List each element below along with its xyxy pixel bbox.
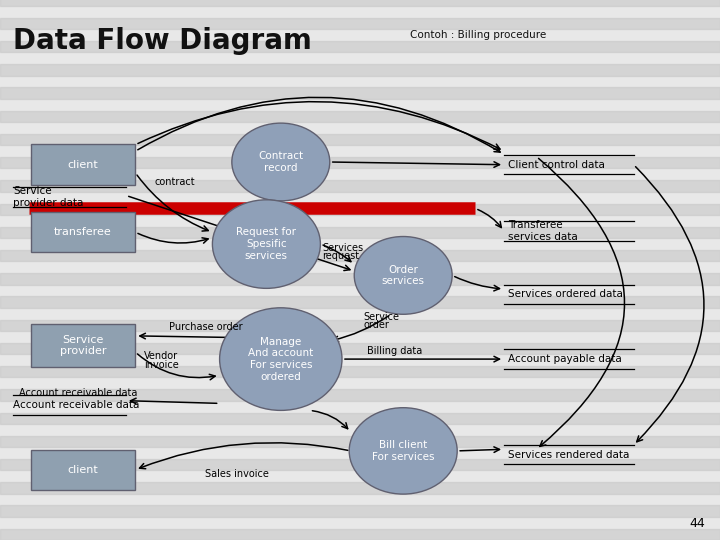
Bar [0, 482, 720, 494]
Bar [0, 459, 720, 470]
Bar [0, 273, 720, 285]
Bar [0, 87, 720, 99]
Bar [0, 41, 720, 52]
Text: order: order [364, 320, 390, 330]
Text: Services ordered data: Services ordered data [508, 289, 623, 299]
FancyBboxPatch shape [31, 145, 135, 185]
Text: Data Flow Diagram: Data Flow Diagram [13, 27, 312, 55]
Bar [0, 366, 720, 377]
Text: Service
provider data: Service provider data [13, 186, 84, 208]
Text: contract: contract [155, 177, 195, 187]
Text: Manage
And account
For services
ordered: Manage And account For services ordered [248, 337, 313, 381]
Text: Sales invoice: Sales invoice [205, 469, 269, 479]
Bar [0, 389, 720, 401]
Text: Services: Services [323, 243, 364, 253]
Bar [0, 157, 720, 168]
Text: client: client [68, 160, 98, 170]
Ellipse shape [232, 123, 330, 201]
Bar [0, 505, 720, 517]
Bar [0, 64, 720, 76]
Bar [0, 180, 720, 192]
Bar [0, 134, 720, 145]
Bar [0, 18, 720, 29]
FancyBboxPatch shape [31, 324, 135, 367]
Bar [0, 529, 720, 540]
Ellipse shape [354, 237, 452, 314]
Text: Order
services: Order services [382, 265, 425, 286]
Ellipse shape [212, 200, 320, 288]
Ellipse shape [220, 308, 342, 410]
Ellipse shape [349, 408, 457, 494]
Bar [0, 343, 720, 354]
Bar [0, 204, 720, 215]
Text: Account receivable data: Account receivable data [13, 400, 140, 410]
Bar [0, 413, 720, 424]
Text: Services rendered data: Services rendered data [508, 450, 629, 460]
FancyBboxPatch shape [31, 449, 135, 490]
Text: invoice: invoice [144, 360, 179, 370]
FancyBboxPatch shape [31, 212, 135, 252]
Bar [0, 250, 720, 261]
Text: 44: 44 [690, 517, 706, 530]
Text: Request for
Spesific
services: Request for Spesific services [236, 227, 297, 261]
Text: Account receivable data: Account receivable data [19, 388, 137, 399]
Bar [0, 296, 720, 308]
Text: Billing data: Billing data [367, 346, 423, 356]
Bar [0, 111, 720, 122]
Text: Service
provider: Service provider [60, 335, 106, 356]
Text: Vendor: Vendor [144, 351, 178, 361]
Text: Client control data: Client control data [508, 160, 605, 170]
Text: Contoh : Billing procedure: Contoh : Billing procedure [410, 30, 546, 40]
Text: Contract
record: Contract record [258, 151, 303, 173]
Text: Bill client
For services: Bill client For services [372, 440, 434, 462]
Text: transferee: transferee [54, 227, 112, 237]
Bar [0, 227, 720, 238]
Bar [0, 320, 720, 331]
FancyArrowPatch shape [636, 167, 704, 442]
Text: client: client [68, 465, 98, 475]
Text: Service: Service [364, 312, 400, 322]
Bar [0, 0, 720, 6]
Bar [0, 436, 720, 447]
Text: Purchase order: Purchase order [169, 322, 243, 333]
Text: Account payable data: Account payable data [508, 354, 621, 364]
Text: Transferee
services data: Transferee services data [508, 220, 577, 242]
Text: request: request [323, 251, 360, 261]
